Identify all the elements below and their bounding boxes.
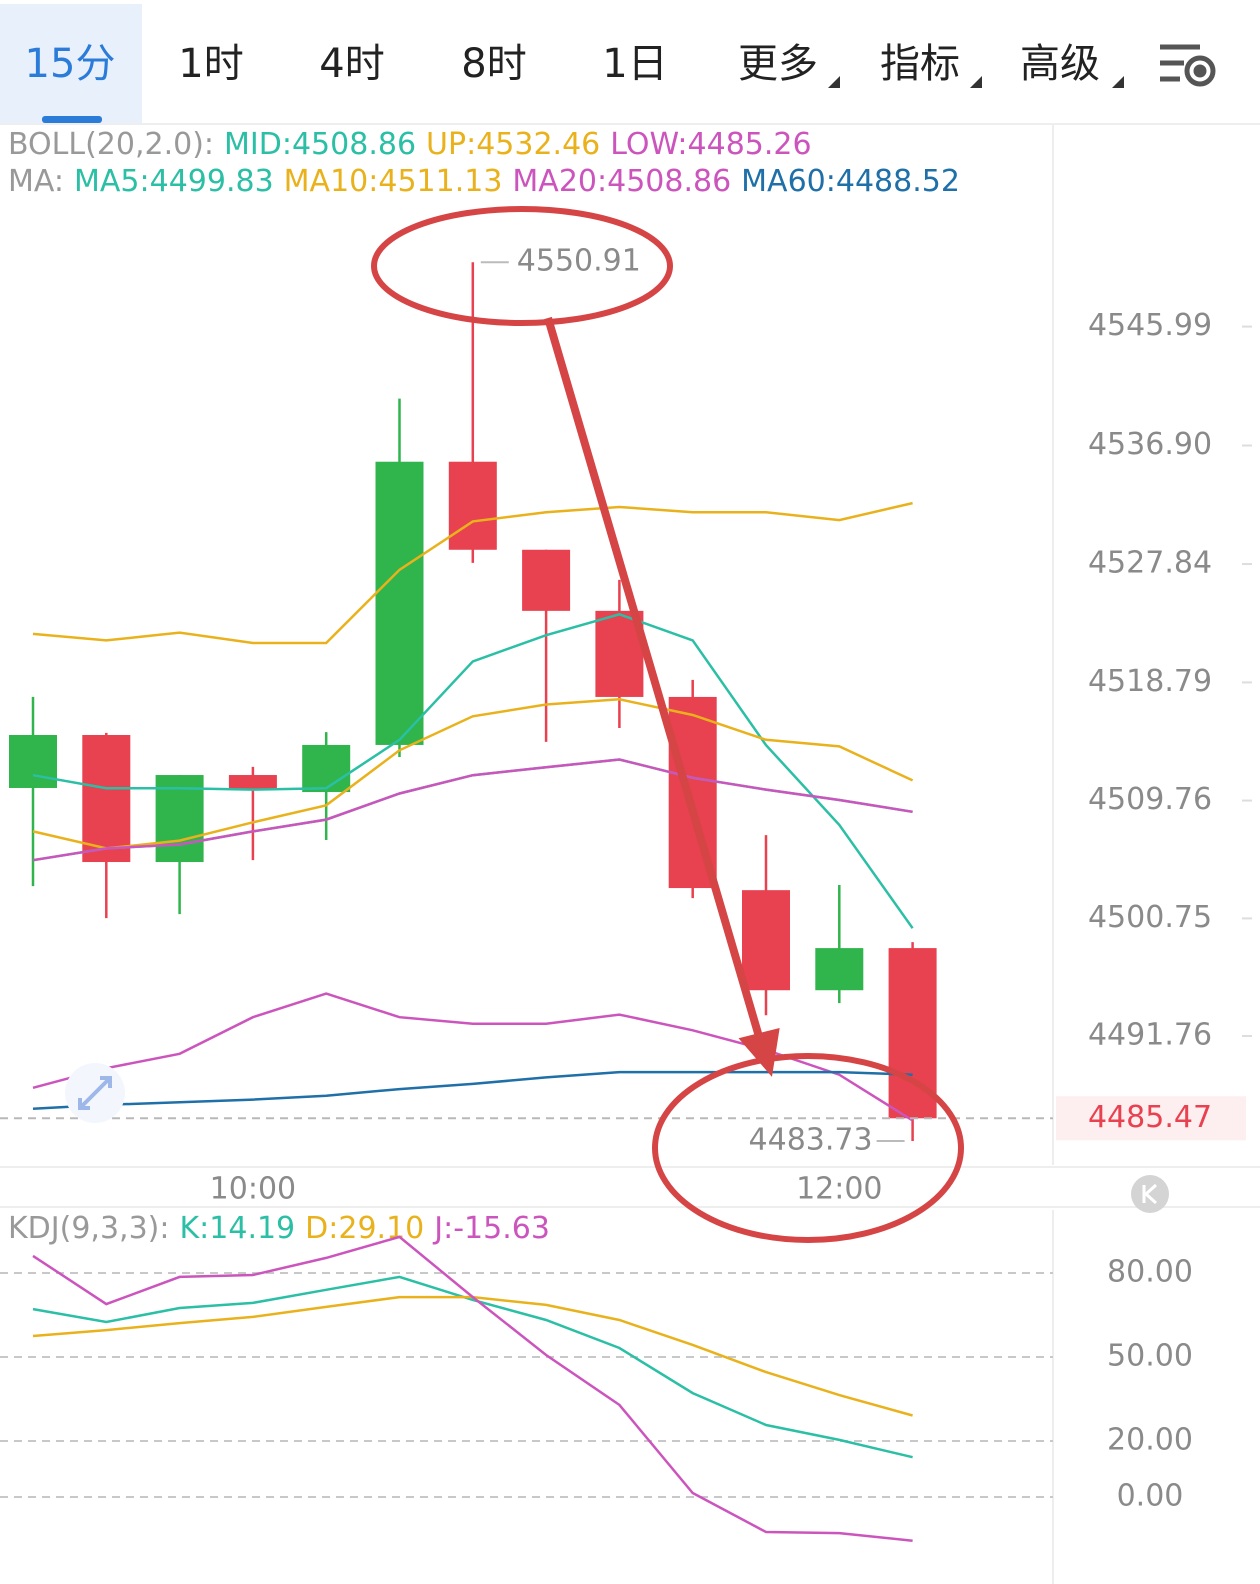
y-tick-label: 20.00 (1107, 1422, 1193, 1457)
legend-entry: MA10:4511.13 (284, 164, 503, 199)
low-label: 4483.73 (749, 1123, 873, 1158)
active-tab-underline (42, 116, 102, 123)
x-tick-label: 10:00 (210, 1172, 296, 1207)
legend-entry: MID:4508.86 (224, 127, 416, 162)
candle-body (375, 461, 424, 745)
y-tick-label: 0.00 (1117, 1478, 1184, 1513)
high-label: 4550.91 (517, 244, 641, 279)
tab[interactable]: 高级 (1020, 41, 1100, 87)
scroll-end-icon (1142, 1183, 1158, 1205)
y-tick-label: 4545.99 (1088, 308, 1212, 343)
price-label-bg (1056, 1096, 1246, 1141)
indicator-line (32, 1275, 913, 1459)
y-tick-label: 4518.79 (1088, 664, 1212, 699)
indicator-line (32, 1070, 913, 1110)
tab[interactable]: 8时 (461, 41, 526, 87)
trend-arrowhead (738, 1027, 780, 1077)
candle-body (815, 948, 864, 991)
highlight-circle (652, 1053, 964, 1243)
candle-body (522, 549, 571, 611)
x-tick-label: 12:00 (796, 1172, 882, 1207)
trend-arrow (544, 316, 764, 1042)
indicator-line (32, 501, 913, 645)
dropdown-marker (970, 76, 982, 88)
scroll-end-button[interactable] (1131, 1175, 1169, 1213)
icon-gear (1184, 55, 1216, 87)
legend-row: MA: MA5:4499.83 MA10:4511.13 MA20:4508.86 MA… (8, 164, 960, 199)
annotation (371, 206, 964, 1243)
indicator-line (32, 698, 914, 850)
tab[interactable]: 1日 (602, 41, 667, 87)
candle-body (302, 744, 351, 793)
candle-body (9, 735, 57, 788)
active-tab-bg (0, 4, 142, 124)
y-tick-label: 80.00 (1107, 1254, 1193, 1289)
candle-body (448, 461, 497, 550)
price-label: 4485.47 (1088, 1100, 1212, 1135)
dropdown-marker (1112, 76, 1124, 88)
plot-layer: 15分 1时 4时 8时 1日 更多 指标 高级 4545.99 4536.90 4527.84 45… (0, 41, 1252, 1542)
legend-entry: K:14.19 (179, 1211, 295, 1246)
candle-body (82, 735, 131, 863)
y-tick-label: 50.00 (1107, 1338, 1193, 1373)
y-tick-label: 4500.75 (1088, 900, 1212, 935)
legend-entry: MA5:4499.83 (74, 164, 274, 199)
y-tick-label: 4509.76 (1088, 782, 1212, 817)
legend-entry: LOW:4485.26 (610, 127, 811, 162)
candle-body (742, 890, 790, 991)
legend-label: KDJ(9,3,3): (8, 1211, 169, 1246)
legend-label: MA: (8, 164, 64, 199)
legend-entry: UP:4532.46 (426, 127, 600, 162)
candle-body (228, 775, 277, 790)
y-tick-label: 4527.84 (1088, 546, 1212, 581)
tab[interactable]: 1时 (178, 41, 243, 87)
indicator-line (32, 612, 914, 929)
tab[interactable]: 更多 (738, 41, 818, 87)
indicator-line (32, 758, 913, 862)
legend-entry: MA60:4488.52 (741, 164, 960, 199)
icon-gear-center (1193, 64, 1207, 78)
y-tick-label: 4536.90 (1088, 427, 1212, 462)
settings-icon[interactable] (1160, 44, 1216, 87)
highlight-circle (371, 206, 673, 326)
legend-row: KDJ(9,3,3): K:14.19 D:29.10 J:-15.63 (8, 1211, 550, 1246)
expand-arrows (78, 1076, 112, 1110)
tab[interactable]: 指标 (880, 41, 960, 87)
legend-entry: J:-15.63 (432, 1211, 550, 1246)
tab[interactable]: 15分 (25, 41, 116, 87)
legend-row: BOLL(20,2.0): MID:4508.86 UP:4532.46 LOW:44… (8, 127, 812, 162)
y-tick-label: 4491.76 (1088, 1018, 1212, 1053)
indicator-line (32, 1235, 913, 1542)
expand-icon[interactable] (65, 1063, 125, 1123)
legend-label: BOLL(20,2.0): (8, 127, 214, 162)
legend-entry: MA20:4508.86 (512, 164, 731, 199)
dropdown-marker (828, 76, 840, 88)
tab[interactable]: 4时 (319, 41, 384, 87)
legend-entry: D:29.10 (305, 1211, 424, 1246)
